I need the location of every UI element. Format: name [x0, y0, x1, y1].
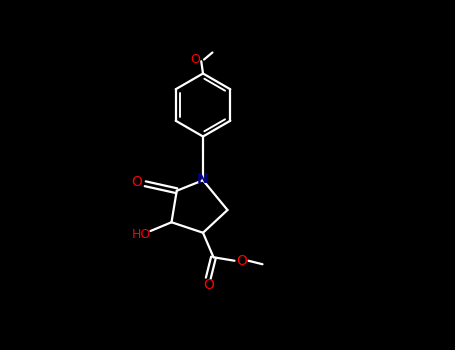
- Text: N: N: [197, 172, 209, 186]
- Text: O: O: [131, 175, 142, 189]
- Text: O: O: [190, 53, 200, 66]
- Text: O: O: [203, 278, 214, 292]
- Text: O: O: [236, 254, 247, 268]
- Text: HO: HO: [132, 228, 152, 241]
